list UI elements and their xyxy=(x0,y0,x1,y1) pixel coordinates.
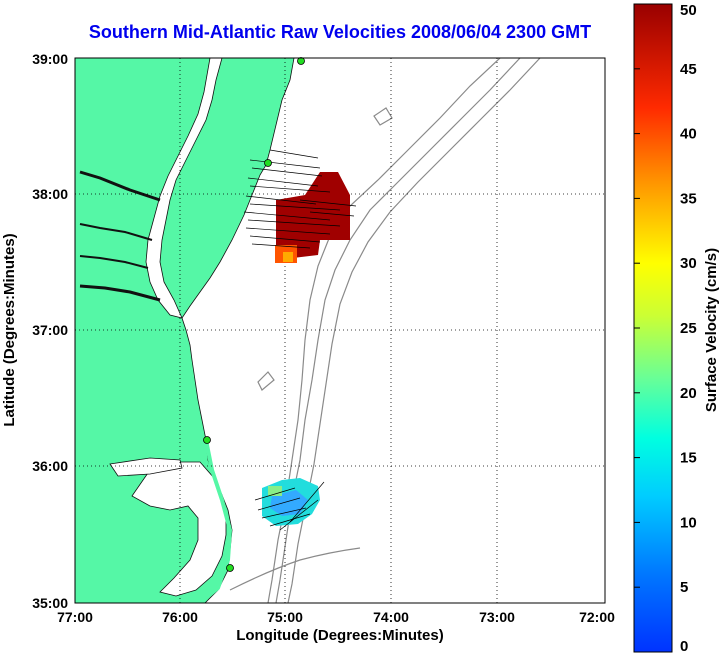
albemarle-sound xyxy=(109,457,183,477)
potomac-river xyxy=(79,170,161,202)
x-tick-label: 76:00 xyxy=(162,609,198,625)
radar-site-marker xyxy=(264,159,272,167)
colorbar-scale xyxy=(633,3,673,653)
colorbar-label: Surface Velocity (cm/s) xyxy=(703,248,720,412)
james-river xyxy=(79,284,161,302)
plot-frame xyxy=(74,57,606,604)
york-river xyxy=(79,255,149,269)
colorbar-tick-label: 20 xyxy=(680,385,697,402)
colorbar-tick-label: 30 xyxy=(680,255,697,272)
x-tick-label: 74:00 xyxy=(373,609,409,625)
x-tick-label: 72:00 xyxy=(579,609,615,625)
x-tick-label: 73:00 xyxy=(479,609,515,625)
y-tick-label: 38:00 xyxy=(32,186,68,202)
map-title: Southern Mid-Atlantic Raw Velocities 200… xyxy=(88,22,592,42)
radar-sites xyxy=(203,57,305,572)
colorbar-tick-label: 25 xyxy=(680,320,697,337)
rappahannock-river xyxy=(79,223,153,241)
velocity-patch-south xyxy=(254,478,325,531)
x-axis: 77:00 76:00 75:00 74:00 73:00 72:00 Long… xyxy=(57,609,615,644)
colorbar-tick-label: 5 xyxy=(680,579,688,596)
y-tick-label: 37:00 xyxy=(32,322,68,338)
velocity-patch-north xyxy=(243,149,357,263)
x-tick-label: 75:00 xyxy=(267,609,303,625)
radar-site-marker xyxy=(203,436,211,444)
y-tick-label: 35:00 xyxy=(32,595,68,611)
y-axis-label: Latitude (Degrees:Minutes) xyxy=(1,233,18,426)
colorbar-tick-label: 10 xyxy=(680,514,697,531)
colorbar-tick-label: 0 xyxy=(680,638,688,655)
colorbar-tick-label: 15 xyxy=(680,450,697,467)
outer-banks xyxy=(198,439,233,603)
y-axis: 39:00 38:00 37:00 36:00 35:00 Latitude (… xyxy=(1,51,68,611)
radar-site-marker xyxy=(297,57,305,65)
chesapeake-bay xyxy=(145,58,223,319)
y-tick-label: 39:00 xyxy=(32,51,68,67)
y-tick-label: 36:00 xyxy=(32,458,68,474)
colorbar-tick-label: 40 xyxy=(680,126,697,143)
radar-site-marker xyxy=(226,564,234,572)
colorbar-tick-label: 35 xyxy=(680,190,697,207)
x-axis-label: Longitude (Degrees:Minutes) xyxy=(236,627,444,644)
colorbar-tick-label: 45 xyxy=(680,61,697,78)
x-tick-label: 77:00 xyxy=(57,609,93,625)
colorbar-tick-label: 50 xyxy=(680,2,697,19)
colorbar: 0 5 10 15 20 25 30 35 40 45 50 Surface Velocity (c… xyxy=(633,2,720,655)
